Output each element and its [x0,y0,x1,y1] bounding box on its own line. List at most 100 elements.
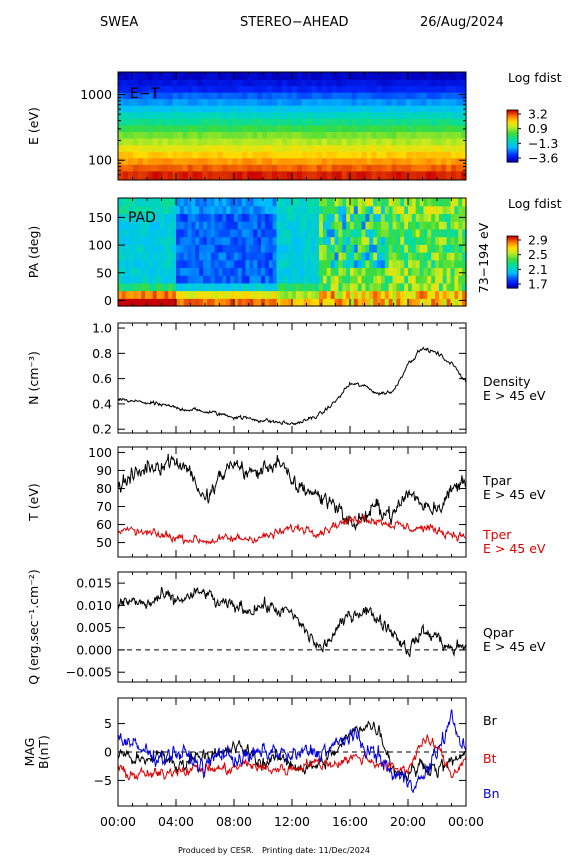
et-cell [217,145,223,153]
et-cell [292,112,298,120]
mag-series-Bn [118,709,466,793]
pad-cell [361,282,367,292]
et-cell [252,138,258,146]
et-cell [247,99,253,107]
pad-cell [307,252,312,261]
pad-cell [261,198,266,207]
et-cell [147,132,154,140]
pad-cell [427,267,432,276]
pad-cell [431,244,436,253]
pad-cell [334,267,339,276]
et-cell [411,138,417,146]
pad-cell [295,275,301,284]
pad-cell [226,298,231,307]
pad-cell [261,221,266,230]
pad-cell [357,244,363,253]
et-cell [316,79,323,87]
et-cell [252,125,258,133]
et-cell [426,151,432,159]
pad-cell [384,205,390,215]
et-cell [202,72,208,81]
pad-cell [172,244,177,253]
pad-cell [191,298,196,307]
pad-cell [261,205,266,215]
et-cell [232,158,238,166]
pad-cell [118,221,123,230]
pad-cell [183,198,189,207]
et-cell [341,112,348,120]
pad-cell [400,205,405,215]
et-cell [321,125,328,133]
et-cell [177,132,184,140]
et-cell [287,151,293,159]
et-cell [306,99,313,107]
et-cell [257,171,263,181]
pad-cell [361,228,367,238]
pad-cell [419,236,425,245]
pad-cell [203,213,208,222]
et-cell [411,145,417,153]
pad-cell [148,205,154,215]
pad-cell [404,228,409,238]
et-colorbar-tick-3: −3.6 [528,151,558,166]
et-cell [118,72,124,81]
pad-cell [125,259,131,269]
pad-cell [357,267,363,276]
et-cell [436,118,442,126]
et-cell [252,164,258,172]
pad-cell [195,282,200,292]
et-cell [371,105,378,113]
pad-cell [210,244,216,253]
et-cell [162,118,169,126]
pad-cell [365,252,370,261]
et-cell [282,171,288,181]
pad-cell [326,275,332,284]
pad-cell [311,228,316,238]
et-cell [391,118,397,126]
et-cell [192,79,199,87]
pad-cell [253,236,258,245]
pad-cell [303,236,309,245]
et-cell [431,112,437,120]
et-cell [142,158,149,166]
et-cell [222,138,228,146]
et-cell [451,125,457,133]
et-cell [396,112,402,120]
pad-cell [338,221,343,230]
et-cell [182,164,189,172]
x-tick-4: 16:00 [332,814,368,829]
et-cell [326,151,333,159]
et-cell [222,86,228,94]
et-cell [157,72,164,81]
pad-cell [322,252,328,261]
mag-series-Br [118,720,466,783]
et-cell [416,99,422,107]
et-cell [346,151,353,159]
et-cell [386,118,392,126]
et-cell [182,118,189,126]
pad-cell [342,221,347,230]
pad-cell [203,198,208,207]
pad-cell [195,205,200,215]
et-cell [237,145,243,153]
et-cell [147,145,154,153]
pad-cell [160,198,165,207]
pad-cell [326,221,332,230]
et-cell [277,164,283,172]
pad-cell [454,259,459,269]
pad-cell [450,244,455,253]
pad-cell [145,236,150,245]
et-cell [301,99,308,107]
et-cell [456,72,462,81]
et-cell [461,171,467,181]
pad-cell [145,282,150,292]
et-cell [187,138,194,146]
et-cell [451,151,457,159]
pad-cell [160,290,165,299]
pad-cell [446,298,452,307]
pad-cell [226,205,231,215]
et-cell [227,72,233,81]
pad-colorbar-tick-1: 2.5 [528,247,548,262]
et-cell [227,138,233,146]
pad-cell [450,259,455,269]
